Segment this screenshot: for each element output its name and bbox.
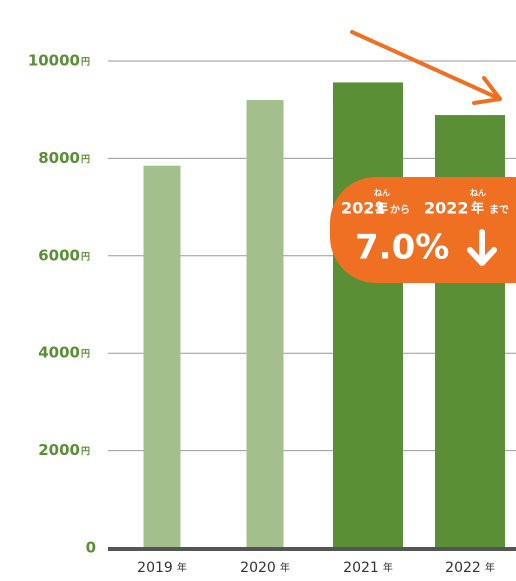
y-tick-label: 6000 xyxy=(38,246,80,264)
y-tick-label: 2000 xyxy=(38,441,80,459)
bar xyxy=(143,165,181,548)
y-unit: 円 xyxy=(81,57,90,68)
x-unit: 年 xyxy=(280,561,290,574)
x-tick-number: 2021 xyxy=(343,560,379,576)
x-tick-number: 2020 xyxy=(240,560,276,576)
y-tick-label: 8000 xyxy=(38,149,80,167)
y-unit: 円 xyxy=(81,154,90,165)
annotation-text: 2021 xyxy=(341,199,386,218)
annotation-text: 年 xyxy=(375,201,388,217)
trend-arrow xyxy=(350,30,500,100)
y-tick-label: 0 xyxy=(86,539,96,557)
y-unit: 円 xyxy=(81,446,90,457)
annotation-badge xyxy=(330,177,516,283)
x-tick-label: 2021 年 xyxy=(343,560,393,576)
down-arrow xyxy=(467,229,497,266)
y-unit: 円 xyxy=(81,251,90,262)
x-unit: 年 xyxy=(383,561,393,574)
y-tick-label: 4000 xyxy=(38,344,80,362)
bar xyxy=(333,82,403,548)
bar xyxy=(246,99,284,549)
x-tick-label: 2019 年 xyxy=(137,560,187,576)
x-tick-label: 2020 年 xyxy=(240,560,290,576)
y-tick-label: 10000 xyxy=(28,52,80,70)
annotation-text: 年 xyxy=(471,201,484,217)
x-unit: 年 xyxy=(485,561,495,574)
ruby: ねん xyxy=(374,189,390,198)
x-tick-number: 2022 xyxy=(445,560,481,576)
x-unit: 年 xyxy=(177,561,187,574)
trend-arrow-head xyxy=(472,76,502,105)
annotation-text: 2022 xyxy=(424,199,469,218)
y-unit: 円 xyxy=(81,349,90,360)
annotation-text: まで xyxy=(489,204,509,216)
x-tick-label: 2022 年 xyxy=(445,560,495,576)
annotation-value: 7.0% xyxy=(355,228,449,268)
ruby: ねん xyxy=(470,189,486,198)
x-tick-number: 2019 xyxy=(137,560,173,576)
annotation-text: から xyxy=(390,204,410,216)
